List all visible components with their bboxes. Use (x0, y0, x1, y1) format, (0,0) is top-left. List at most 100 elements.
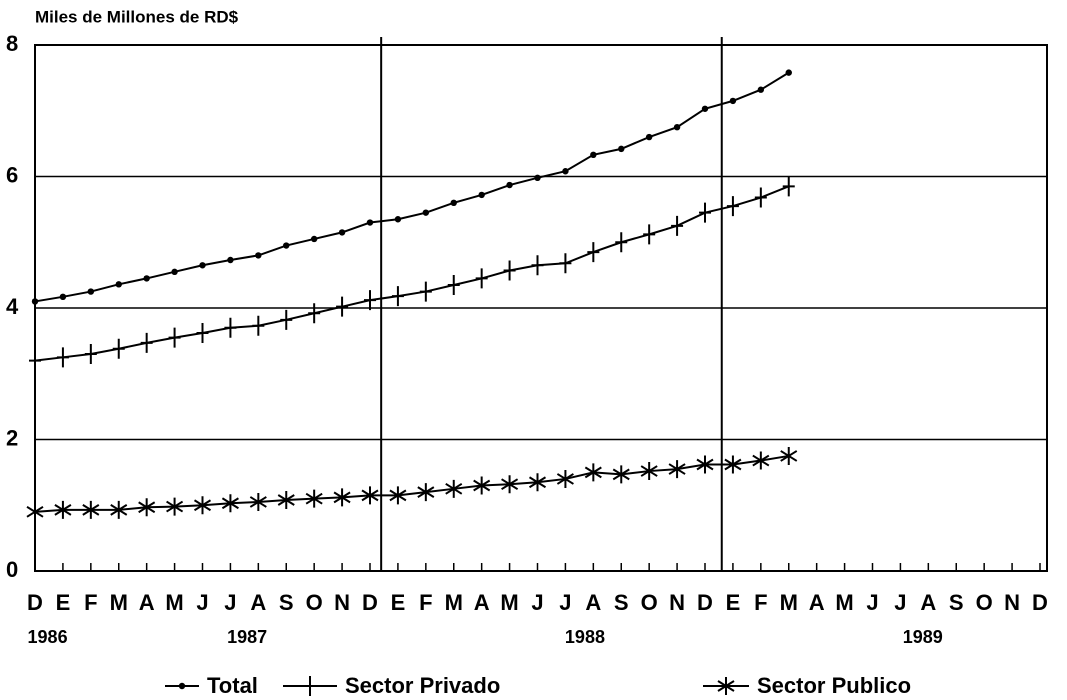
x-tick-label: J (559, 590, 571, 615)
x-tick-label: J (224, 590, 236, 615)
y-tick-label: 8 (6, 31, 18, 56)
marker (305, 489, 323, 508)
marker (171, 268, 178, 276)
x-tick-label: D (362, 590, 378, 615)
x-tick-label: D (1032, 590, 1048, 615)
marker (84, 344, 97, 365)
y-tick-label: 4 (6, 294, 19, 319)
marker (336, 296, 349, 317)
marker (417, 483, 435, 502)
marker (615, 232, 628, 253)
x-tick-label: M (835, 590, 853, 615)
marker (419, 281, 432, 302)
x-tick-label: A (250, 590, 266, 615)
x-tick-label: M (500, 590, 518, 615)
marker (193, 496, 212, 515)
x-tick-label: N (1004, 590, 1020, 615)
y-tick-label: 6 (6, 162, 18, 187)
year-label: 1989 (903, 627, 943, 647)
x-tick-label: J (866, 590, 878, 615)
marker (726, 196, 739, 217)
x-tick-label: O (306, 590, 323, 615)
marker (333, 488, 351, 507)
marker (110, 500, 128, 519)
marker (696, 455, 714, 474)
legend-label: Sector Privado (345, 673, 500, 698)
series-line (34, 185, 790, 362)
marker (671, 215, 684, 236)
marker (643, 224, 656, 245)
x-tick-label: A (139, 590, 155, 615)
x-tick-label: A (809, 590, 825, 615)
marker (699, 202, 711, 223)
x-tick-label: J (531, 590, 543, 615)
legend-marker (178, 682, 186, 690)
legend-marker (304, 676, 316, 696)
marker (445, 479, 463, 498)
marker (366, 219, 374, 226)
x-tick-label: J (196, 590, 208, 615)
x-tick-label: A (585, 590, 601, 615)
marker (252, 315, 265, 336)
x-tick-label: F (84, 590, 97, 615)
marker (478, 191, 485, 199)
marker (729, 97, 737, 105)
x-tick-label: F (754, 590, 767, 615)
marker (249, 492, 267, 511)
legend-marker (717, 677, 735, 695)
year-label: 1986 (28, 627, 68, 647)
marker (473, 476, 491, 495)
marker (587, 242, 600, 263)
marker (364, 290, 376, 311)
marker (752, 451, 770, 470)
x-tick-label: N (334, 590, 350, 615)
marker (255, 252, 262, 259)
marker (361, 486, 379, 505)
x-tick-label: F (419, 590, 432, 615)
x-tick-label: M (780, 590, 798, 615)
x-tick-label: S (949, 590, 964, 615)
marker (556, 469, 574, 488)
marker (283, 242, 290, 249)
marker (224, 317, 237, 338)
marker (308, 303, 321, 324)
marker (782, 176, 795, 197)
x-tick-label: E (726, 590, 741, 615)
marker (618, 145, 625, 153)
marker (645, 133, 653, 141)
marker (280, 309, 293, 330)
marker (391, 286, 404, 307)
legend-label: Sector Publico (757, 673, 911, 698)
marker (475, 268, 488, 289)
x-tick-label: A (920, 590, 936, 615)
marker (584, 463, 602, 482)
year-label: 1987 (227, 627, 267, 647)
marker (780, 446, 798, 465)
marker (559, 253, 572, 274)
year-label: 1988 (565, 627, 605, 647)
marker (115, 281, 122, 288)
y-tick-label: 2 (6, 425, 18, 450)
marker (701, 105, 709, 112)
x-tick-label: O (976, 590, 993, 615)
marker (138, 498, 156, 517)
series-line (34, 71, 790, 303)
marker (166, 497, 184, 516)
marker (447, 274, 460, 295)
marker (277, 490, 295, 509)
marker (31, 298, 39, 305)
marker (590, 151, 597, 159)
marker (394, 216, 402, 223)
y-tick-label: 0 (6, 557, 18, 582)
marker (640, 462, 658, 481)
marker (26, 502, 44, 521)
marker (199, 262, 206, 269)
marker (227, 256, 234, 264)
marker (29, 350, 41, 371)
marker (140, 332, 153, 353)
marker (338, 229, 346, 236)
marker (56, 347, 69, 368)
marker (54, 500, 72, 519)
x-tick-label: E (56, 590, 71, 615)
